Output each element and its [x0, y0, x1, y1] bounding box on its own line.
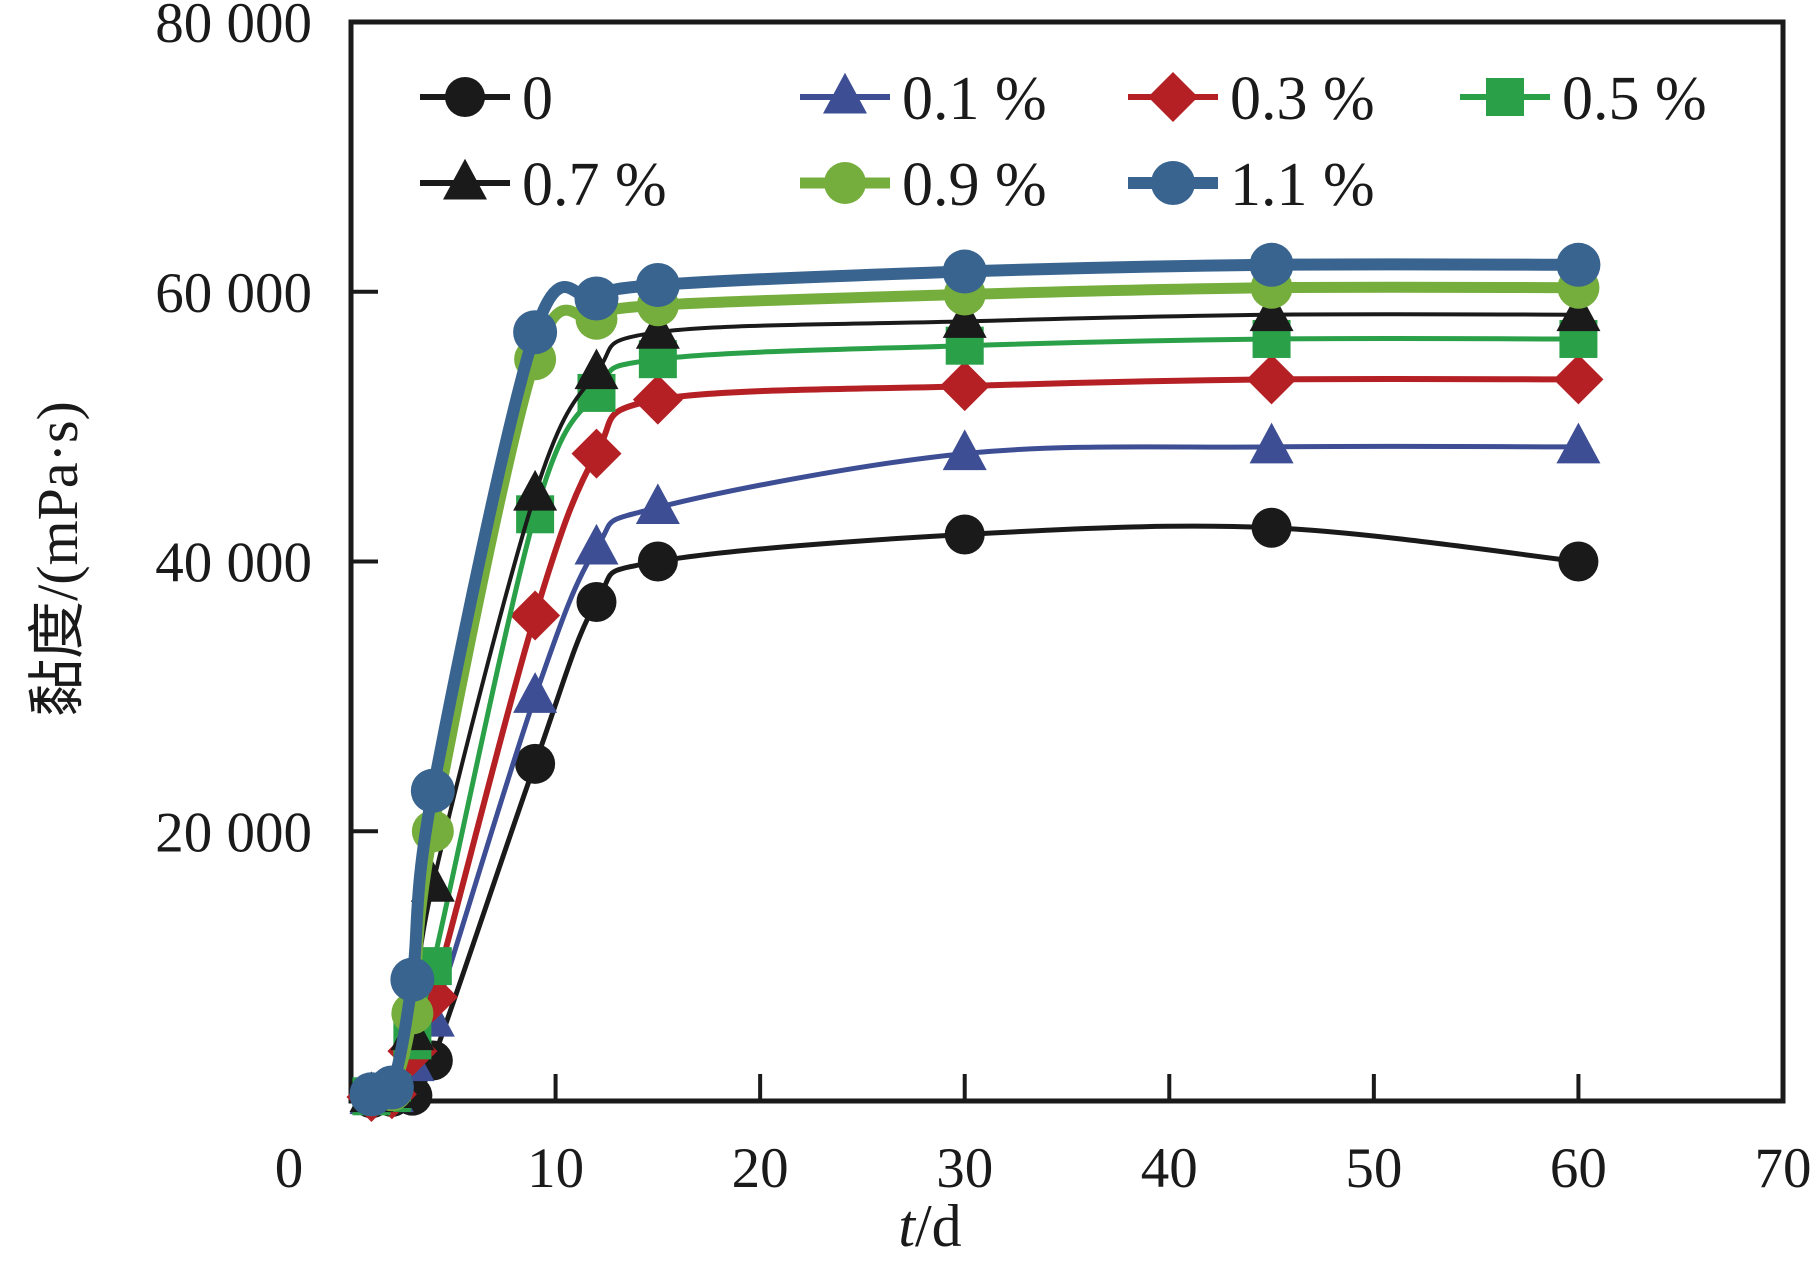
legend-label-0.3 %: 0.3 % [1230, 65, 1375, 133]
y-tick-label: 40 000 [155, 532, 312, 595]
series-marker-0.1 % [513, 672, 558, 713]
legend-marker-0.3 % [1148, 72, 1198, 122]
series-marker-0 [637, 541, 678, 582]
series-marker-0.1 % [1556, 422, 1601, 464]
legend-marker-0 [445, 77, 485, 117]
series-marker-0.3 % [571, 428, 622, 479]
x-tick-label: 70 [1755, 1137, 1812, 1200]
legend-marker-0.7 % [443, 158, 487, 200]
legend-marker-0.1 % [823, 72, 867, 114]
legend-label-0.1 %: 0.1 % [902, 65, 1047, 133]
y-tick-label: 20 000 [155, 801, 312, 864]
y-tick-label: 60 000 [155, 262, 312, 325]
x-tick-label: 40 [1141, 1137, 1198, 1200]
series-marker-0.1 % [1249, 422, 1294, 464]
series-marker-1.1 % [410, 768, 455, 813]
legend-label-0.9 %: 0.9 % [902, 151, 1047, 219]
series-marker-0.7 % [635, 308, 680, 349]
series-marker-0.1 % [635, 483, 680, 525]
series-marker-1.1 % [1249, 242, 1294, 287]
x-tick-label: 60 [1550, 1137, 1607, 1200]
series-line-0.9 % [365, 281, 1584, 1103]
series-marker-0.3 % [632, 374, 683, 425]
series-marker-0.3 % [939, 361, 990, 412]
legend-label-0.5 %: 0.5 % [1562, 65, 1707, 133]
y-axis-title: 黏度/(mPa·s) [25, 401, 90, 717]
series-marker-0 [1558, 541, 1599, 582]
y-tick-label: 80 000 [155, 0, 312, 55]
series-marker-1.1 % [390, 957, 435, 1002]
x-tick-label: 20 [732, 1137, 789, 1200]
series-marker-0 [1251, 507, 1292, 548]
x-axis-title: t/d [830, 1192, 1030, 1259]
series-marker-0.3 % [1553, 354, 1604, 405]
series-line-0.3 % [368, 375, 1582, 1102]
x-tick-label: 10 [527, 1137, 584, 1200]
x-tick-label: 50 [1345, 1137, 1402, 1200]
series-marker-1.1 % [635, 263, 680, 308]
x-axis-title-variable: t [898, 1193, 915, 1259]
series-marker-0.7 % [574, 348, 619, 390]
series-marker-0 [944, 514, 985, 555]
series-marker-1.1 % [369, 1065, 414, 1110]
series-marker-0.7 % [513, 469, 558, 511]
x-axis-title-unit: /d [915, 1193, 962, 1259]
series-marker-0.7 % [942, 297, 987, 338]
legend-label-0.7 %: 0.7 % [522, 151, 667, 219]
series-marker-0.1 % [942, 429, 987, 471]
series-marker-1.1 % [513, 310, 558, 355]
legend-label-0: 0 [522, 65, 553, 133]
series-marker-0.7 % [1249, 290, 1294, 332]
legend-label-1.1 %: 1.1 % [1230, 151, 1375, 219]
legend-marker-1.1 % [1151, 161, 1195, 205]
series-marker-1.1 % [1556, 242, 1601, 287]
series-marker-0.7 % [1556, 290, 1601, 332]
legend-marker-0.9 % [824, 162, 866, 204]
series-marker-0.1 % [574, 523, 619, 565]
legend-marker-0.5 % [1486, 78, 1524, 116]
series-marker-0 [576, 581, 617, 622]
series-marker-1.1 % [574, 276, 619, 321]
series-marker-0.3 % [1246, 354, 1297, 405]
series-marker-0.3 % [510, 590, 561, 641]
x-tick-label: 30 [936, 1137, 993, 1200]
series-marker-0 [515, 743, 556, 784]
x-tick-label: 0 [275, 1137, 304, 1200]
series-marker-1.1 % [942, 249, 987, 294]
